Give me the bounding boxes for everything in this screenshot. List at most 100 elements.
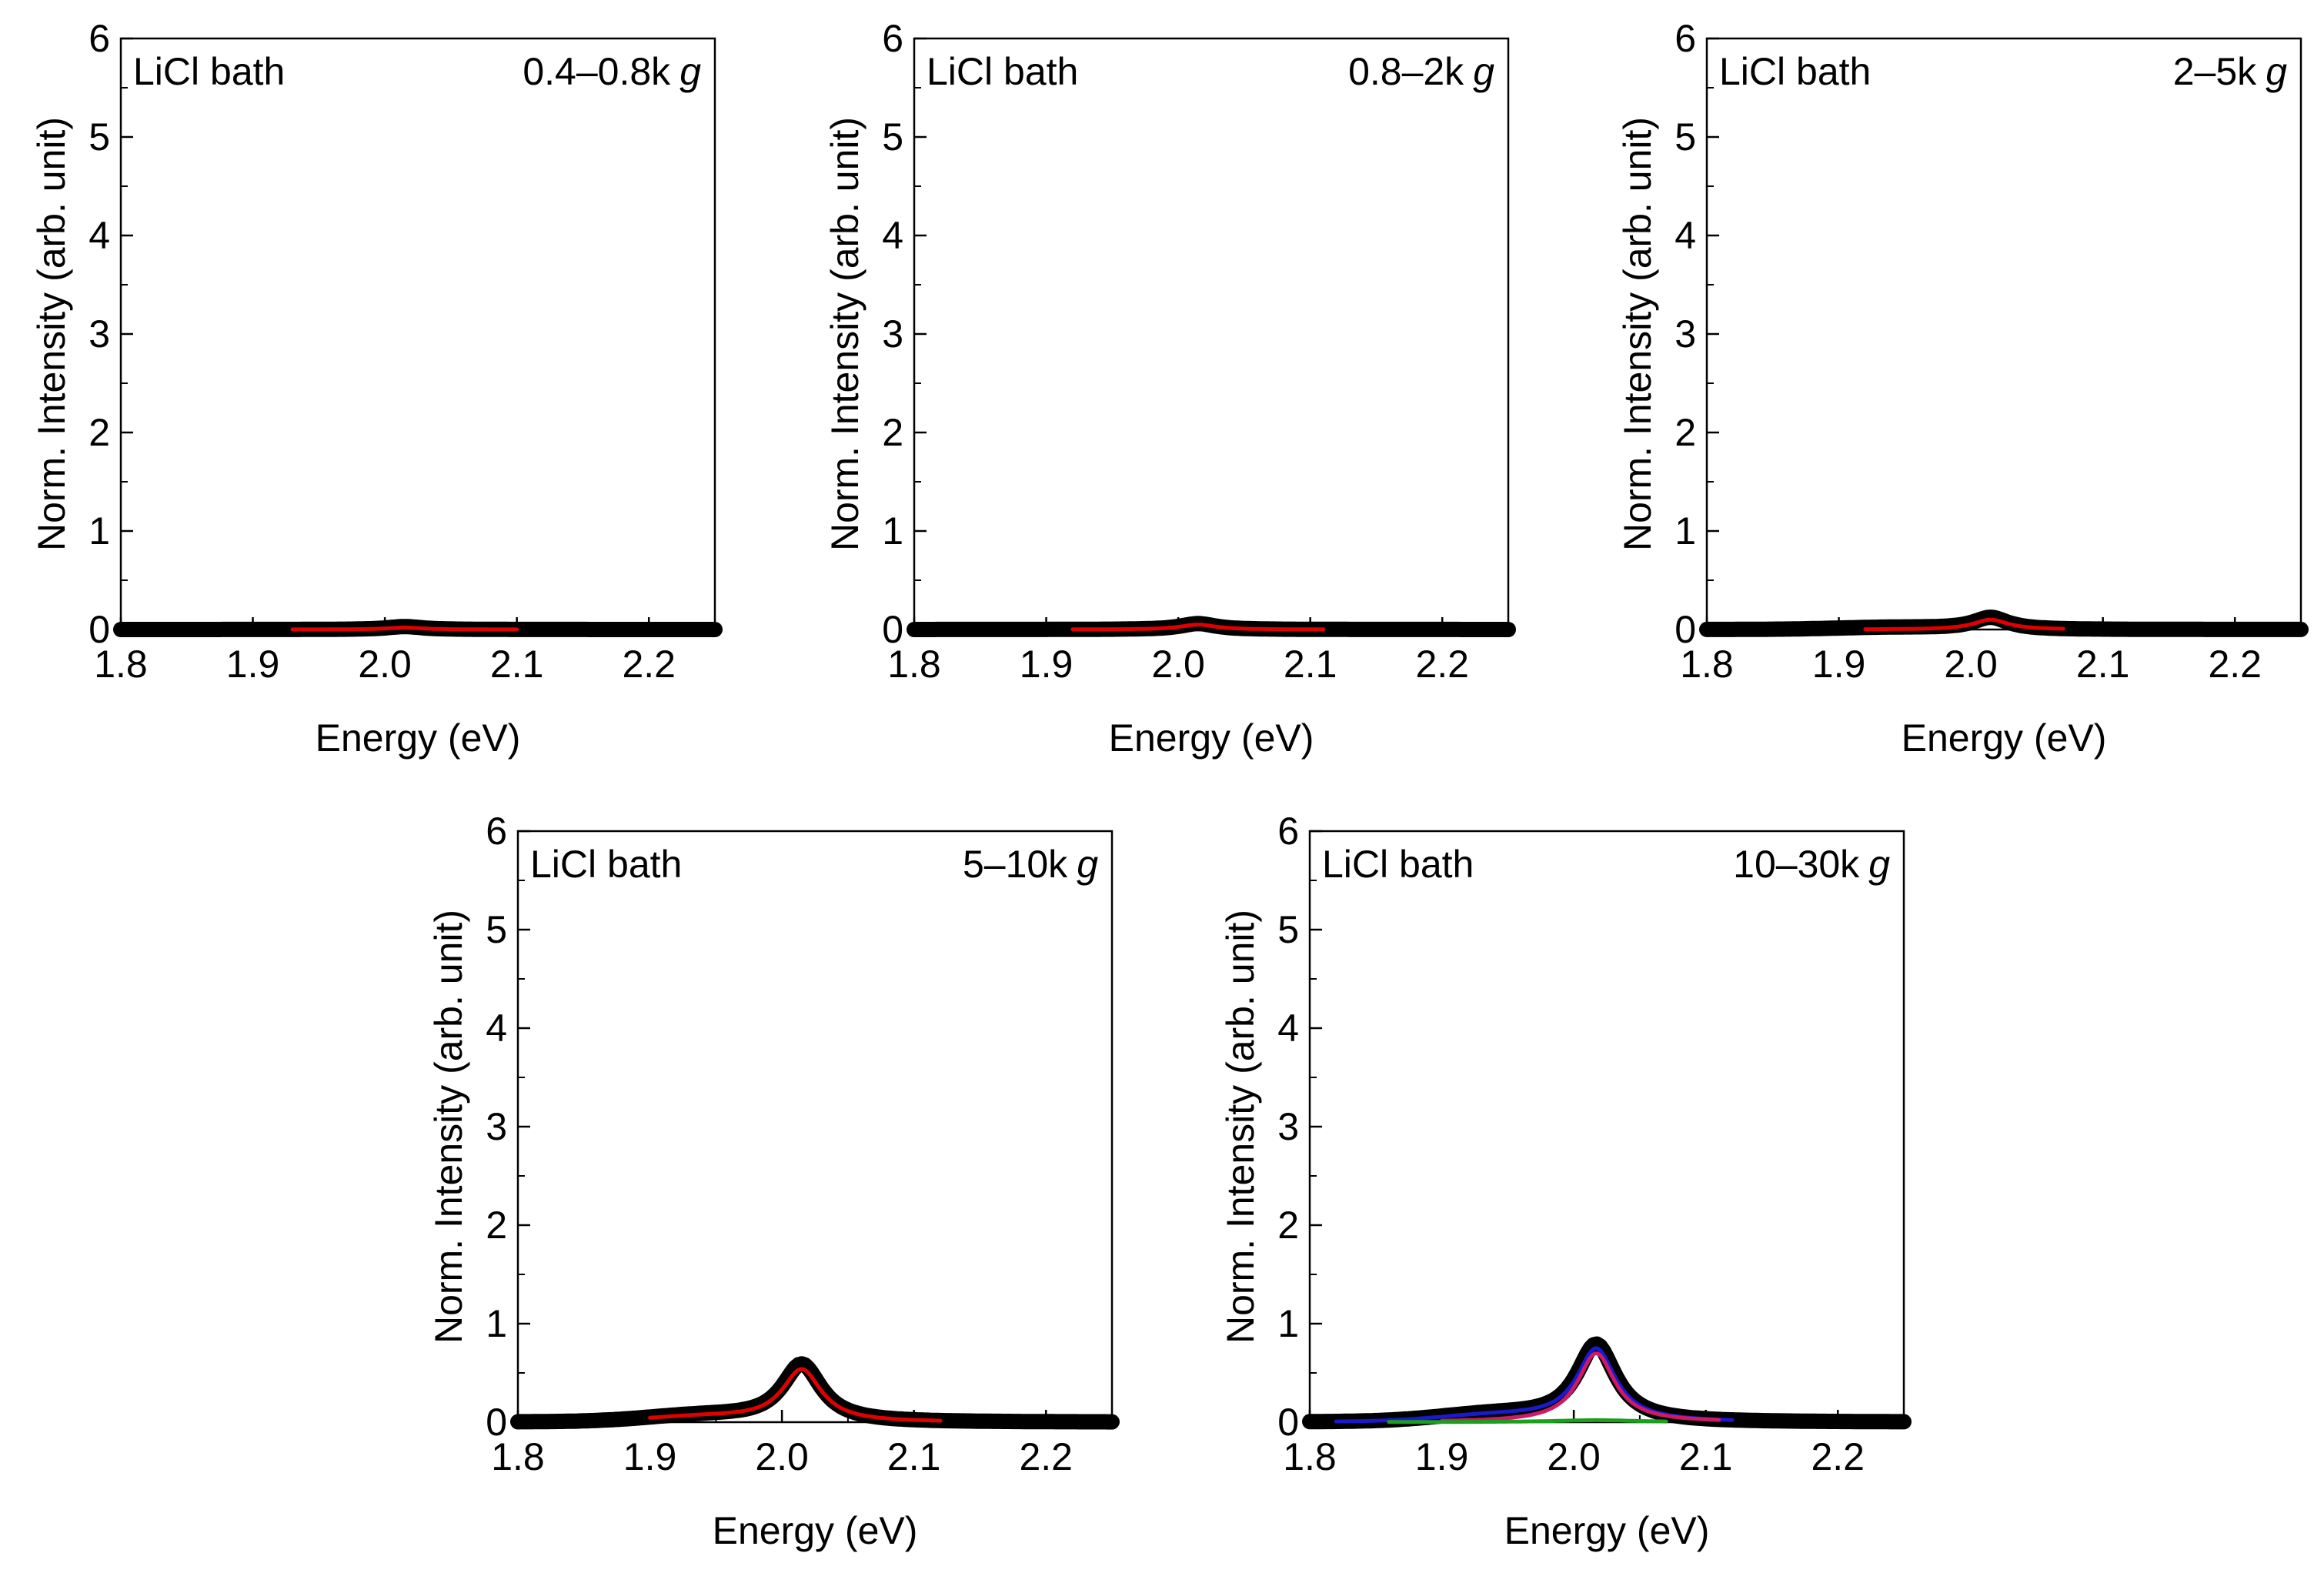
y-tick-label: 6 bbox=[88, 17, 110, 60]
series-fit bbox=[648, 1367, 943, 1423]
range-value: 0.8–2k bbox=[1348, 50, 1464, 93]
centrifuge-range-label: 2–5k g bbox=[2173, 50, 2287, 93]
range-value: 2–5k bbox=[2173, 50, 2257, 93]
y-axis-title: Norm. Intensity (arb. unit) bbox=[1219, 910, 1262, 1344]
centrifuge-range-label: 5–10k g bbox=[963, 843, 1098, 886]
range-unit: g bbox=[1473, 50, 1494, 93]
y-axis-title: Norm. Intensity (arb. unit) bbox=[1616, 117, 1659, 551]
y-tick-label: 2 bbox=[486, 1204, 507, 1247]
y-tick-label: 1 bbox=[1675, 509, 1696, 553]
x-axis-title: Energy (eV) bbox=[713, 1509, 918, 1552]
x-tick-label: 2.2 bbox=[2208, 643, 2262, 686]
sample-label: LiCl bath bbox=[133, 50, 285, 93]
range-value: 10–30k bbox=[1733, 843, 1860, 886]
y-tick-label: 4 bbox=[486, 1007, 507, 1050]
sample-label: LiCl bath bbox=[1719, 50, 1871, 93]
x-tick-label: 2.1 bbox=[1284, 643, 1337, 686]
y-tick-label: 4 bbox=[1277, 1007, 1299, 1050]
series-fit bbox=[290, 625, 519, 632]
x-tick-label: 2.0 bbox=[755, 1435, 809, 1478]
series-data bbox=[510, 1356, 1120, 1430]
plot-frame bbox=[1705, 37, 2302, 631]
panel-d: 0 1 2 3 4 5 6 1.8 1.9 2.0 2.1 2.2 Energy (eV) Norm. I… bbox=[427, 810, 1120, 1552]
x-tick-label: 1.9 bbox=[226, 643, 280, 686]
series-data bbox=[1302, 1336, 1912, 1430]
x-tick-label: 1.8 bbox=[94, 643, 148, 686]
y-tick-label: 2 bbox=[882, 411, 903, 454]
y-tick-label: 2 bbox=[1675, 411, 1696, 454]
panel-b: 0 1 2 3 4 5 6 1.8 1.9 2.0 2.1 2.2 Energy (eV) Norm. I… bbox=[823, 17, 1516, 760]
plot-frame bbox=[119, 37, 716, 631]
x-tick-label: 1.8 bbox=[491, 1435, 545, 1478]
series-fit-main bbox=[1440, 1351, 1721, 1423]
y-tick-label: 3 bbox=[1675, 312, 1696, 356]
range-unit: g bbox=[2266, 50, 2287, 93]
y-tick-label: 2 bbox=[88, 411, 110, 454]
x-tick-label: 2.0 bbox=[358, 643, 412, 686]
panel-c: 0 1 2 3 4 5 6 1.8 1.9 2.0 2.1 2.2 Energy (eV) Norm. I… bbox=[1616, 17, 2309, 760]
y-tick-label: 4 bbox=[88, 214, 110, 257]
y-tick-label: 2 bbox=[1277, 1204, 1299, 1247]
x-tick-label: 1.9 bbox=[1020, 643, 1074, 686]
sample-label: LiCl bath bbox=[530, 843, 682, 886]
y-tick-label: 0 bbox=[1675, 608, 1696, 651]
x-axis-title: Energy (eV) bbox=[1109, 716, 1314, 760]
y-tick-label: 1 bbox=[88, 509, 110, 553]
x-tick-label: 1.9 bbox=[1415, 1435, 1469, 1478]
y-tick-label: 3 bbox=[486, 1105, 507, 1148]
series-fit bbox=[1863, 617, 2065, 632]
y-tick-label: 6 bbox=[882, 17, 903, 60]
y-tick-label: 1 bbox=[486, 1302, 507, 1345]
x-tick-label: 1.9 bbox=[623, 1435, 677, 1478]
x-tick-label: 2.0 bbox=[1547, 1435, 1601, 1478]
x-tick-label: 2.1 bbox=[1679, 1435, 1733, 1478]
plot-frame bbox=[913, 37, 1510, 631]
series-fit bbox=[1070, 623, 1326, 632]
y-axis-title: Norm. Intensity (arb. unit) bbox=[30, 117, 73, 551]
centrifuge-range-label: 0.4–0.8k g bbox=[523, 50, 701, 93]
x-tick-label: 2.1 bbox=[490, 643, 544, 686]
y-tick-label: 4 bbox=[1675, 214, 1696, 257]
y-tick-label: 0 bbox=[1277, 1401, 1299, 1444]
y-tick-label: 5 bbox=[486, 908, 507, 951]
plot-frame bbox=[516, 830, 1114, 1424]
y-tick-label: 5 bbox=[1277, 908, 1299, 951]
range-unit: g bbox=[1868, 843, 1890, 886]
y-tick-label: 0 bbox=[882, 608, 903, 651]
y-tick-label: 5 bbox=[88, 115, 110, 159]
x-tick-label: 2.2 bbox=[622, 643, 676, 686]
x-axis-title: Energy (eV) bbox=[1504, 1509, 1710, 1552]
x-tick-label: 1.9 bbox=[1812, 643, 1866, 686]
x-tick-label: 1.8 bbox=[1283, 1435, 1337, 1478]
x-tick-label: 2.1 bbox=[887, 1435, 941, 1478]
plot-frame bbox=[1308, 830, 1905, 1424]
y-tick-label: 1 bbox=[882, 509, 903, 553]
range-value: 5–10k bbox=[963, 843, 1068, 886]
y-tick-label: 3 bbox=[882, 312, 903, 356]
x-tick-label: 2.0 bbox=[1151, 643, 1205, 686]
y-tick-label: 6 bbox=[1277, 810, 1299, 853]
centrifuge-range-label: 10–30k g bbox=[1733, 843, 1890, 886]
sample-label: LiCl bath bbox=[1322, 843, 1474, 886]
y-tick-label: 0 bbox=[486, 1401, 507, 1444]
range-unit: g bbox=[680, 50, 701, 93]
panel-a: 0 1 2 3 4 5 6 1.8 1.9 2.0 2.1 2.2 Energy (eV) Norm. I… bbox=[30, 17, 723, 760]
sample-label: LiCl bath bbox=[927, 50, 1078, 93]
x-tick-label: 2.2 bbox=[1415, 643, 1469, 686]
panel-e: 0 1 2 3 4 5 6 1.8 1.9 2.0 2.1 2.2 Energy (eV) Norm. I… bbox=[1219, 810, 1912, 1552]
y-axis-title: Norm. Intensity (arb. unit) bbox=[823, 117, 866, 551]
x-tick-label: 1.8 bbox=[887, 643, 941, 686]
y-tick-label: 6 bbox=[1675, 17, 1696, 60]
y-tick-label: 5 bbox=[882, 115, 903, 159]
y-tick-label: 5 bbox=[1675, 115, 1696, 159]
y-tick-label: 4 bbox=[882, 214, 903, 257]
x-tick-label: 2.2 bbox=[1019, 1435, 1073, 1478]
y-tick-label: 1 bbox=[1277, 1302, 1299, 1345]
y-axis-title: Norm. Intensity (arb. unit) bbox=[427, 910, 470, 1344]
centrifuge-range-label: 0.8–2k g bbox=[1348, 50, 1494, 93]
x-tick-label: 1.8 bbox=[1680, 643, 1734, 686]
x-tick-label: 2.2 bbox=[1811, 1435, 1865, 1478]
y-tick-label: 0 bbox=[88, 608, 110, 651]
range-value: 0.4–0.8k bbox=[523, 50, 671, 93]
